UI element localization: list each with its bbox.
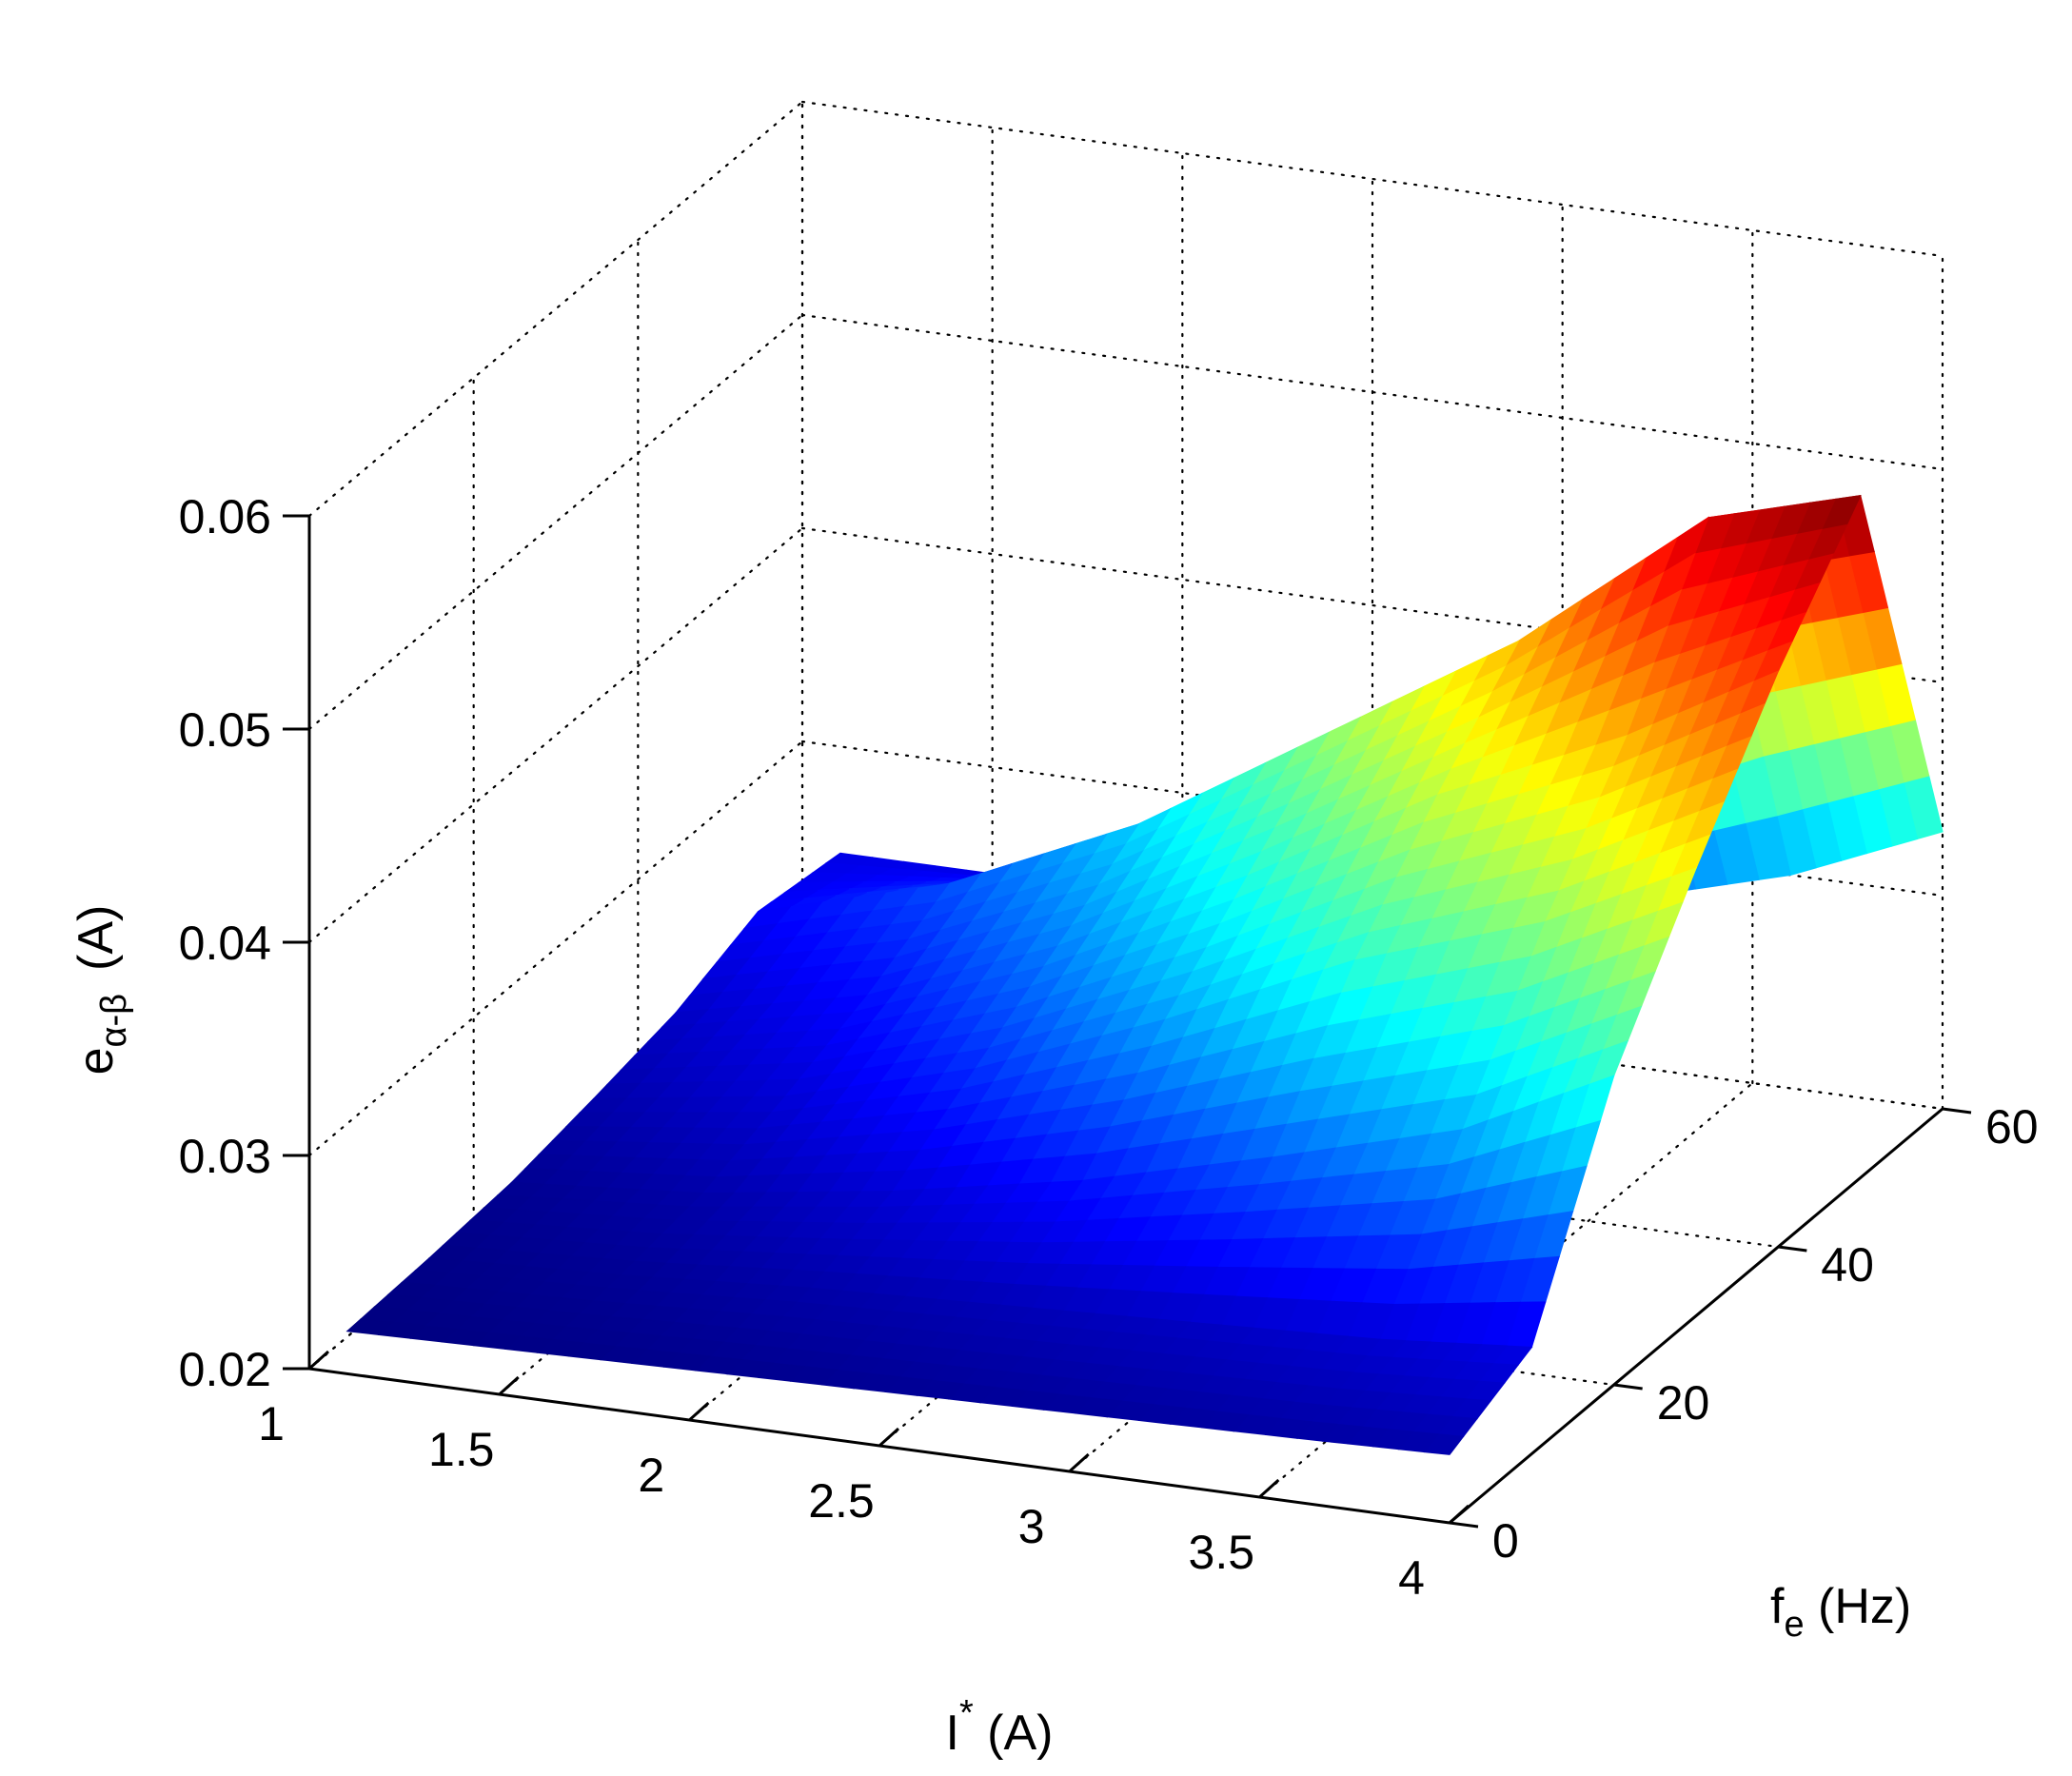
x-tick-label: 1.5 <box>428 1423 495 1476</box>
grid-line <box>307 740 804 1157</box>
grid-line <box>307 100 804 518</box>
surface-patch <box>345 1318 394 1336</box>
y-tick-label: 20 <box>1657 1376 1710 1430</box>
z-axis-title-base: e <box>69 1047 124 1075</box>
x-tick-label: 3.5 <box>1189 1526 1255 1579</box>
x-tick <box>307 1350 330 1371</box>
x-tick <box>1258 1478 1280 1499</box>
x-tick-label: 4 <box>1398 1551 1425 1605</box>
grid-line <box>307 313 804 731</box>
grid-line <box>800 313 1944 471</box>
z-axis-title: eα-β (A) <box>69 905 134 1075</box>
grid-line <box>307 526 804 944</box>
y-tick <box>1613 1383 1643 1391</box>
z-tick-label: 0.06 <box>179 490 271 543</box>
y-tick <box>1942 1107 1972 1115</box>
y-axis-title-unit: (Hz) <box>1805 1579 1912 1634</box>
y-tick-label: 60 <box>1985 1100 2039 1154</box>
x-tick-label: 1 <box>258 1397 285 1450</box>
y-axis-title-base: f <box>1770 1579 1785 1634</box>
y-tick-label: 40 <box>1821 1238 1874 1292</box>
x-tick <box>498 1375 520 1396</box>
x-axis-title-unit: (A) <box>974 1706 1054 1761</box>
z-tick-label: 0.05 <box>179 703 271 757</box>
x-tick-label: 2.5 <box>808 1474 875 1528</box>
z-axis-title-unit: (A) <box>69 905 124 971</box>
y-tick-label: 0 <box>1492 1514 1519 1568</box>
x-tick <box>1068 1452 1090 1473</box>
x-axis-title-sup: * <box>959 1693 974 1733</box>
y-tick <box>1449 1521 1479 1529</box>
x-tick <box>878 1427 900 1448</box>
y-axis-title-sub: e <box>1784 1605 1804 1645</box>
y-axis-title: fe (Hz) <box>1770 1579 1911 1645</box>
x-tick-label: 2 <box>638 1449 664 1502</box>
surface-plot <box>345 494 1944 1455</box>
x-tick <box>688 1401 710 1422</box>
x-tick-label: 3 <box>1018 1500 1045 1553</box>
axes <box>283 514 1972 1529</box>
y-axis-line <box>1449 1107 1944 1525</box>
x-axis-title-base: I <box>945 1706 958 1761</box>
z-tick-label: 0.03 <box>179 1130 271 1183</box>
x-axis-title: I* (A) <box>945 1693 1053 1761</box>
grid-line <box>800 100 1944 258</box>
y-tick <box>1778 1245 1807 1253</box>
z-axis-title-sub: α-β <box>94 994 134 1047</box>
grid-line <box>800 526 1944 684</box>
z-tick-label: 0.04 <box>179 917 271 970</box>
z-tick-label: 0.02 <box>179 1343 271 1396</box>
x-tick <box>1448 1504 1470 1525</box>
